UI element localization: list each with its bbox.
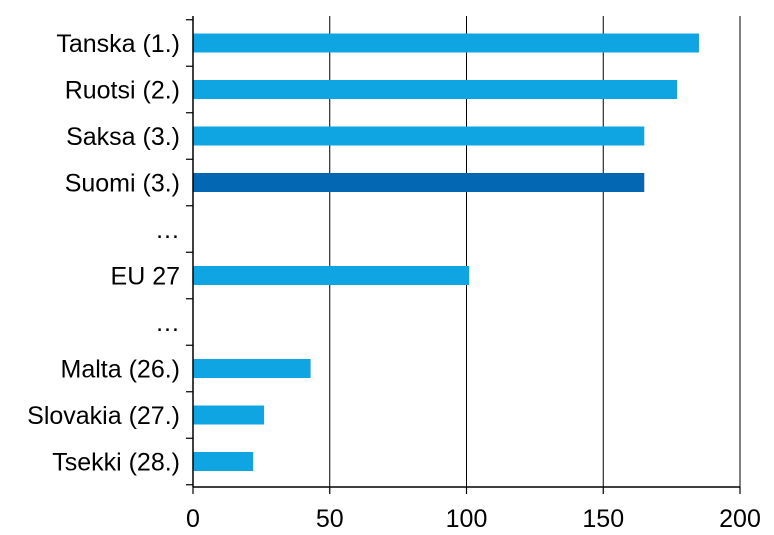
x-tick-label-0: 0 xyxy=(186,505,200,533)
bar-8 xyxy=(193,405,265,425)
category-label-6: … xyxy=(155,309,180,337)
bar-9 xyxy=(193,452,254,471)
x-tick-label-150: 150 xyxy=(582,505,624,533)
x-tick-label-200: 200 xyxy=(719,505,761,533)
category-label-7: Malta (26.) xyxy=(61,356,180,384)
category-label-0: Tanska (1.) xyxy=(56,30,180,58)
category-labels: Tanska (1.) Ruotsi (2.) Saksa (3.) Suomi (3… xyxy=(27,30,180,477)
bar-3 xyxy=(193,173,645,192)
category-label-9: Tsekki (28.) xyxy=(52,449,180,477)
bar-5 xyxy=(193,266,470,285)
category-label-5: EU 27 xyxy=(111,263,180,291)
bar-0 xyxy=(193,33,699,53)
x-tick-labels: 0 50 100 150 200 xyxy=(186,505,761,533)
category-label-4: … xyxy=(155,216,180,244)
bar-7 xyxy=(193,359,311,378)
x-tick-label-100: 100 xyxy=(446,505,488,533)
bars xyxy=(193,33,699,471)
bar-2 xyxy=(193,126,645,146)
axes xyxy=(186,16,741,494)
category-label-8: Slovakia (27.) xyxy=(27,402,180,430)
x-tick-label-50: 50 xyxy=(316,505,344,533)
category-label-2: Saksa (3.) xyxy=(66,123,180,151)
category-label-1: Ruotsi (2.) xyxy=(65,77,180,105)
bar-1 xyxy=(193,80,678,99)
category-label-3: Suomi (3.) xyxy=(65,170,180,198)
